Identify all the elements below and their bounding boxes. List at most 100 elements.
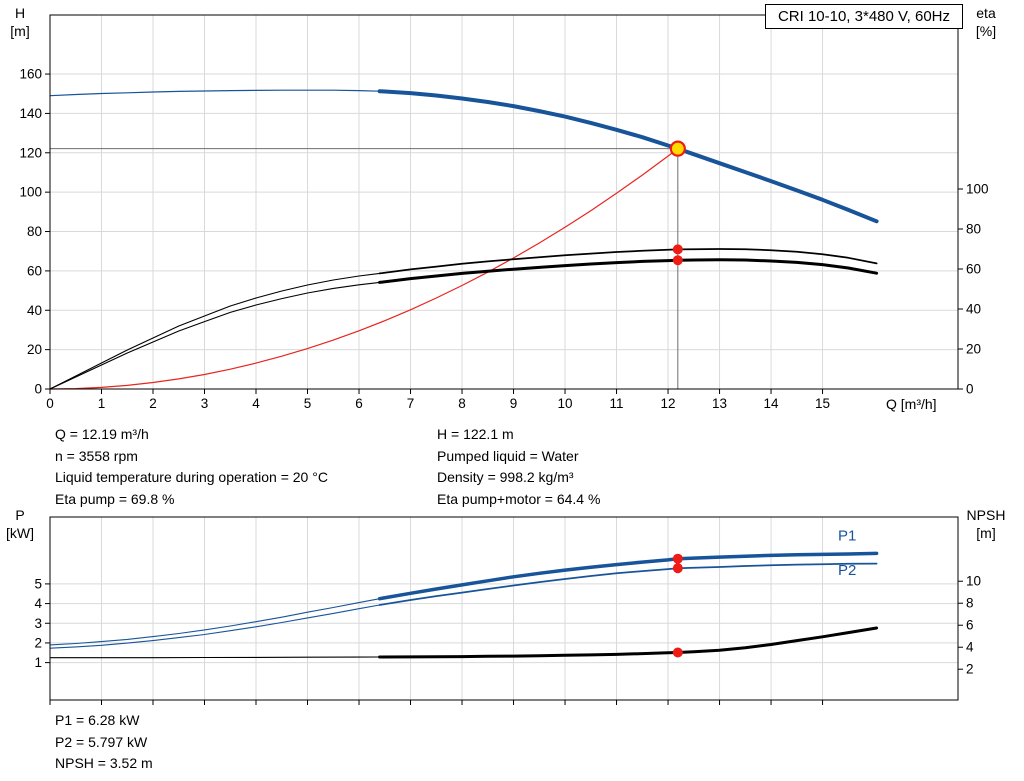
svg-text:2: 2: [966, 662, 974, 677]
axis-tick-labels: 0 1 2 3 4 5 6 7 8 9 10 11 12 13 14 15020406080100120140…: [19, 67, 988, 411]
info-line-npsh: NPSH = 3.52 m: [55, 755, 153, 771]
npsh-curve: [378, 626, 879, 659]
svg-text:0: 0: [34, 382, 42, 397]
svg-text:9: 9: [510, 396, 518, 411]
left-axis-title: H: [15, 5, 25, 21]
svg-text:120: 120: [19, 145, 42, 160]
info-line-liquid-temp: Liquid temperature during operation = 20…: [55, 469, 328, 485]
svg-text:6: 6: [355, 396, 363, 411]
svg-text:12: 12: [661, 396, 676, 411]
svg-text:5: 5: [304, 396, 312, 411]
svg-text:8: 8: [458, 396, 466, 411]
svg-text:2: 2: [149, 396, 157, 411]
info-line-p1: P1 = 6.28 kW: [55, 712, 140, 728]
svg-text:[%]: [%]: [976, 23, 996, 39]
eta-pump-motor-low-flow-curve: [49, 281, 381, 390]
eta-pump-curve: [378, 248, 878, 275]
svg-text:2: 2: [34, 635, 42, 650]
info-line-q: Q = 12.19 m³/h: [55, 426, 149, 442]
svg-text:6: 6: [966, 618, 974, 633]
svg-text:20: 20: [27, 342, 42, 357]
plot-border: [49, 14, 959, 390]
power-chart: 1 2 3 4 5 2 4 6 8 10 P [kW] NPSH [m] P1 P2: [6, 507, 1005, 705]
svg-text:[m]: [m]: [10, 23, 29, 39]
svg-text:1: 1: [34, 655, 42, 670]
npsh-low-flow-curve: [49, 656, 381, 659]
p1-low-flow-curve: [49, 598, 381, 646]
duty-point-marker: [669, 140, 686, 157]
svg-text:100: 100: [19, 185, 42, 200]
head-curve-low-flow-curve: [49, 89, 381, 97]
x-axis-title: Q [m³/h]: [886, 396, 937, 412]
axis-titles: H [m] eta [%] Q [m³/h]: [10, 5, 996, 412]
svg-text:80: 80: [27, 224, 42, 239]
svg-text:4: 4: [252, 396, 260, 411]
operating-point-dot: [672, 647, 683, 658]
axis-titles: P [kW] NPSH [m]: [6, 507, 1005, 541]
operating-point-dot: [672, 255, 683, 266]
eta-pump-motor-curve: [378, 258, 879, 284]
svg-text:140: 140: [19, 106, 42, 121]
svg-text:40: 40: [27, 303, 42, 318]
operating-point-dot: [672, 563, 683, 574]
svg-text:8: 8: [966, 596, 974, 611]
svg-text:10: 10: [558, 396, 573, 411]
info-line-n: n = 3558 rpm: [55, 447, 138, 464]
axis-ticks: [45, 580, 963, 705]
operating-data-left: Q = 12.19 m³/h n = 3558 rpm Liquid tempe…: [55, 424, 328, 510]
svg-text:60: 60: [966, 262, 981, 277]
svg-text:[kW]: [kW]: [6, 525, 34, 541]
svg-text:0: 0: [46, 396, 54, 411]
info-line-eta-pump: Eta pump = 69.8 %: [55, 490, 175, 507]
svg-text:11: 11: [610, 396, 624, 411]
svg-text:3: 3: [201, 396, 209, 411]
info-line-p2: P2 = 5.797 kW: [55, 733, 148, 750]
title-box: CRI 10-10, 3*480 V, 60Hz: [764, 4, 963, 29]
svg-text:60: 60: [27, 263, 42, 278]
svg-text:14: 14: [764, 396, 780, 411]
gridlines: [50, 517, 958, 700]
svg-text:0: 0: [966, 382, 974, 397]
svg-text:13: 13: [712, 396, 727, 411]
svg-text:[m]: [m]: [976, 525, 995, 541]
system-curve-curve: [49, 148, 679, 390]
info-line-pumped-liquid: Pumped liquid = Water: [437, 447, 579, 464]
svg-text:100: 100: [966, 182, 989, 197]
qh-chart: 0 1 2 3 4 5 6 7 8 9 10 11 12 13 14 15020406080100120140…: [10, 5, 996, 412]
series-label-p1: P1: [838, 528, 856, 545]
operating-point-dot: [672, 553, 683, 564]
info-line-h: H = 122.1 m: [437, 426, 514, 442]
power-npsh-data: P1 = 6.28 kW P2 = 5.797 kW NPSH = 3.52 m: [55, 710, 153, 775]
gridlines: [50, 15, 958, 389]
svg-text:15: 15: [815, 396, 830, 411]
plot-border: [49, 516, 959, 701]
svg-text:160: 160: [19, 67, 42, 82]
svg-text:5: 5: [34, 576, 42, 591]
right-axis-title: NPSH: [967, 507, 1006, 523]
left-axis-title: P: [15, 507, 24, 523]
duty-crosshair: [50, 148, 679, 389]
svg-text:4: 4: [34, 596, 42, 611]
svg-text:7: 7: [407, 396, 415, 411]
svg-text:10: 10: [966, 574, 981, 589]
svg-text:1: 1: [98, 396, 106, 411]
svg-text:3: 3: [34, 616, 42, 631]
operating-point-dot: [672, 244, 683, 255]
axis-tick-labels: 1 2 3 4 5 2 4 6 8 10: [34, 574, 981, 677]
svg-text:20: 20: [966, 342, 981, 357]
p2-curve: [378, 562, 878, 606]
eta-pump-low-flow-curve: [49, 272, 381, 390]
info-line-eta-pump-motor: Eta pump+motor = 64.4 %: [437, 490, 601, 507]
operating-data-right: H = 122.1 m Pumped liquid = Water Densit…: [437, 424, 600, 510]
info-line-density: Density = 998.2 kg/m³: [437, 469, 574, 485]
p1-curve: [377, 551, 879, 601]
series-label-p2: P2: [838, 562, 856, 579]
axis-ticks: [45, 73, 963, 394]
right-axis-title: eta: [976, 5, 996, 21]
head-curve-curve: [377, 89, 879, 224]
p2-low-flow-curve: [49, 604, 381, 649]
svg-text:4: 4: [966, 640, 974, 655]
svg-text:80: 80: [966, 222, 981, 237]
